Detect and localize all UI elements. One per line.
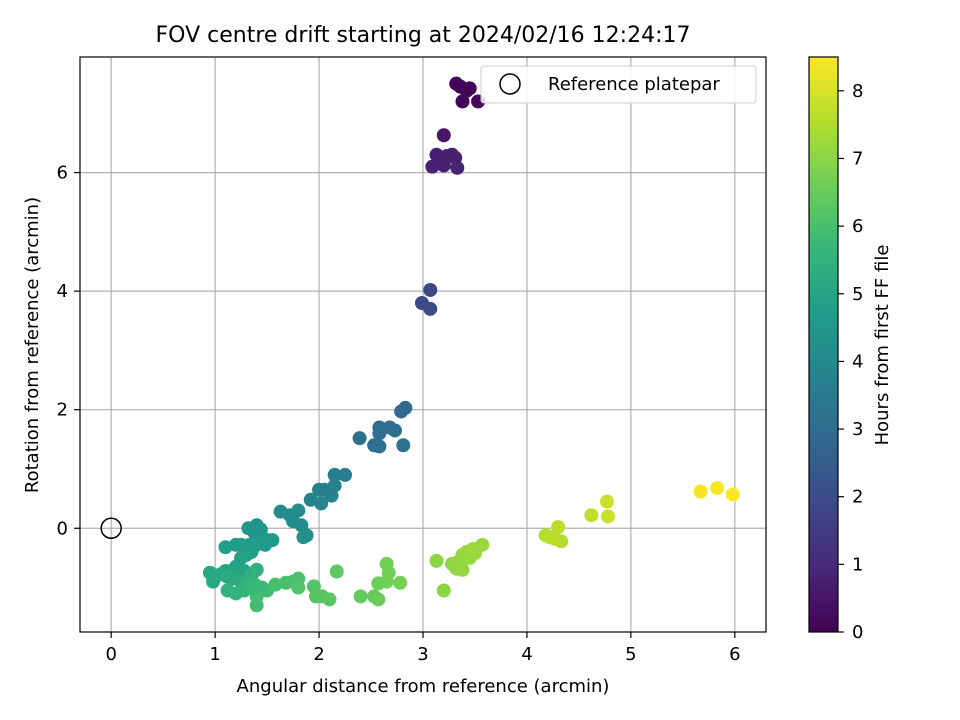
scatter-point — [329, 564, 344, 579]
scatter-point — [314, 496, 329, 511]
scatter-point — [551, 520, 566, 535]
scatter-point — [249, 598, 264, 613]
scatter-point — [353, 589, 368, 604]
colorbar-tick-label: 7 — [852, 148, 863, 169]
colorbar-tick-label: 4 — [852, 351, 863, 372]
scatter-point — [218, 540, 233, 555]
scatter-point — [599, 494, 614, 509]
scatter-point — [393, 575, 408, 590]
scatter-point — [396, 438, 411, 453]
x-tick-label: 0 — [105, 644, 116, 665]
scatter-point — [296, 530, 311, 545]
colorbar-tick-label: 6 — [852, 216, 863, 237]
x-axis-ticks: 0 1 2 3 4 5 6 — [105, 632, 741, 665]
scatter-point — [371, 592, 386, 607]
scatter-point — [429, 147, 444, 162]
chart-title: FOV centre drift starting at 2024/02/16 … — [156, 23, 691, 48]
colorbar-tick-label: 0 — [852, 622, 863, 643]
x-tick-label: 1 — [209, 644, 220, 665]
legend-marker-reference — [499, 73, 521, 95]
scatter-point — [725, 487, 740, 502]
colorbar-tick-label: 3 — [852, 419, 863, 440]
scatter-point — [372, 439, 387, 454]
scatter-point — [436, 158, 451, 173]
scatter-point — [394, 404, 409, 419]
scatter-point — [710, 480, 725, 495]
x-tick-label: 2 — [313, 644, 324, 665]
colorbar-tick-label: 5 — [852, 284, 863, 305]
reference-point-marker — [100, 517, 122, 540]
colorbar-tick-label: 8 — [852, 81, 863, 102]
scatter-point — [450, 160, 465, 175]
colorbar-tick-label: 2 — [852, 487, 863, 508]
y-tick-label: 6 — [57, 163, 68, 184]
scatter-point — [455, 94, 470, 109]
scatter-point — [291, 580, 306, 595]
scatter-point — [436, 583, 451, 598]
scatter-point — [423, 282, 438, 297]
scatter-point — [291, 503, 306, 518]
legend-label-reference: Reference platepar — [548, 74, 720, 95]
y-axis-label: Rotation from reference (arcmin) — [22, 197, 43, 493]
x-tick-label: 5 — [625, 644, 636, 665]
y-axis-ticks: 0 2 4 6 — [57, 163, 80, 539]
scatter-point — [322, 592, 337, 607]
y-tick-label: 4 — [57, 281, 68, 302]
scatter-point — [258, 537, 273, 552]
scatter-point — [423, 301, 438, 316]
colorbar-tick-label: 1 — [852, 554, 863, 575]
x-tick-label: 4 — [521, 644, 532, 665]
plot-grid — [80, 57, 766, 632]
y-tick-label: 2 — [57, 400, 68, 421]
scatter-point — [601, 509, 616, 524]
scatter-point — [352, 431, 367, 446]
scatter-point — [327, 478, 342, 493]
x-tick-label: 6 — [729, 644, 740, 665]
scatter-point — [244, 544, 259, 559]
scatter-point — [381, 565, 396, 580]
scatter-point — [327, 467, 342, 482]
colorbar — [808, 56, 839, 633]
scatter-point — [429, 553, 444, 568]
scatter-point — [584, 508, 599, 523]
scatter-point — [462, 81, 477, 96]
scatter-point — [436, 128, 451, 143]
scatter-point — [372, 426, 387, 441]
scatter-point — [338, 467, 353, 482]
colorbar-label: Hours from first FF file — [872, 245, 893, 446]
x-axis-label: Angular distance from reference (arcmin) — [237, 676, 610, 697]
legend-box — [480, 65, 757, 104]
x-tick-label: 3 — [417, 644, 428, 665]
y-tick-label: 0 — [57, 518, 68, 539]
colorbar-ticks: 0 1 2 3 4 5 6 7 8 — [838, 81, 863, 643]
scatter-point — [268, 577, 283, 592]
scatter-point — [475, 537, 490, 552]
plot-points — [202, 76, 740, 613]
scatter-point — [693, 484, 708, 499]
scatter-point — [387, 423, 402, 438]
legend: Reference platepar — [480, 65, 757, 104]
scatter-point — [425, 159, 440, 174]
scatter-point — [554, 534, 569, 549]
scatter-point — [249, 562, 264, 577]
scatter-point — [455, 562, 470, 577]
